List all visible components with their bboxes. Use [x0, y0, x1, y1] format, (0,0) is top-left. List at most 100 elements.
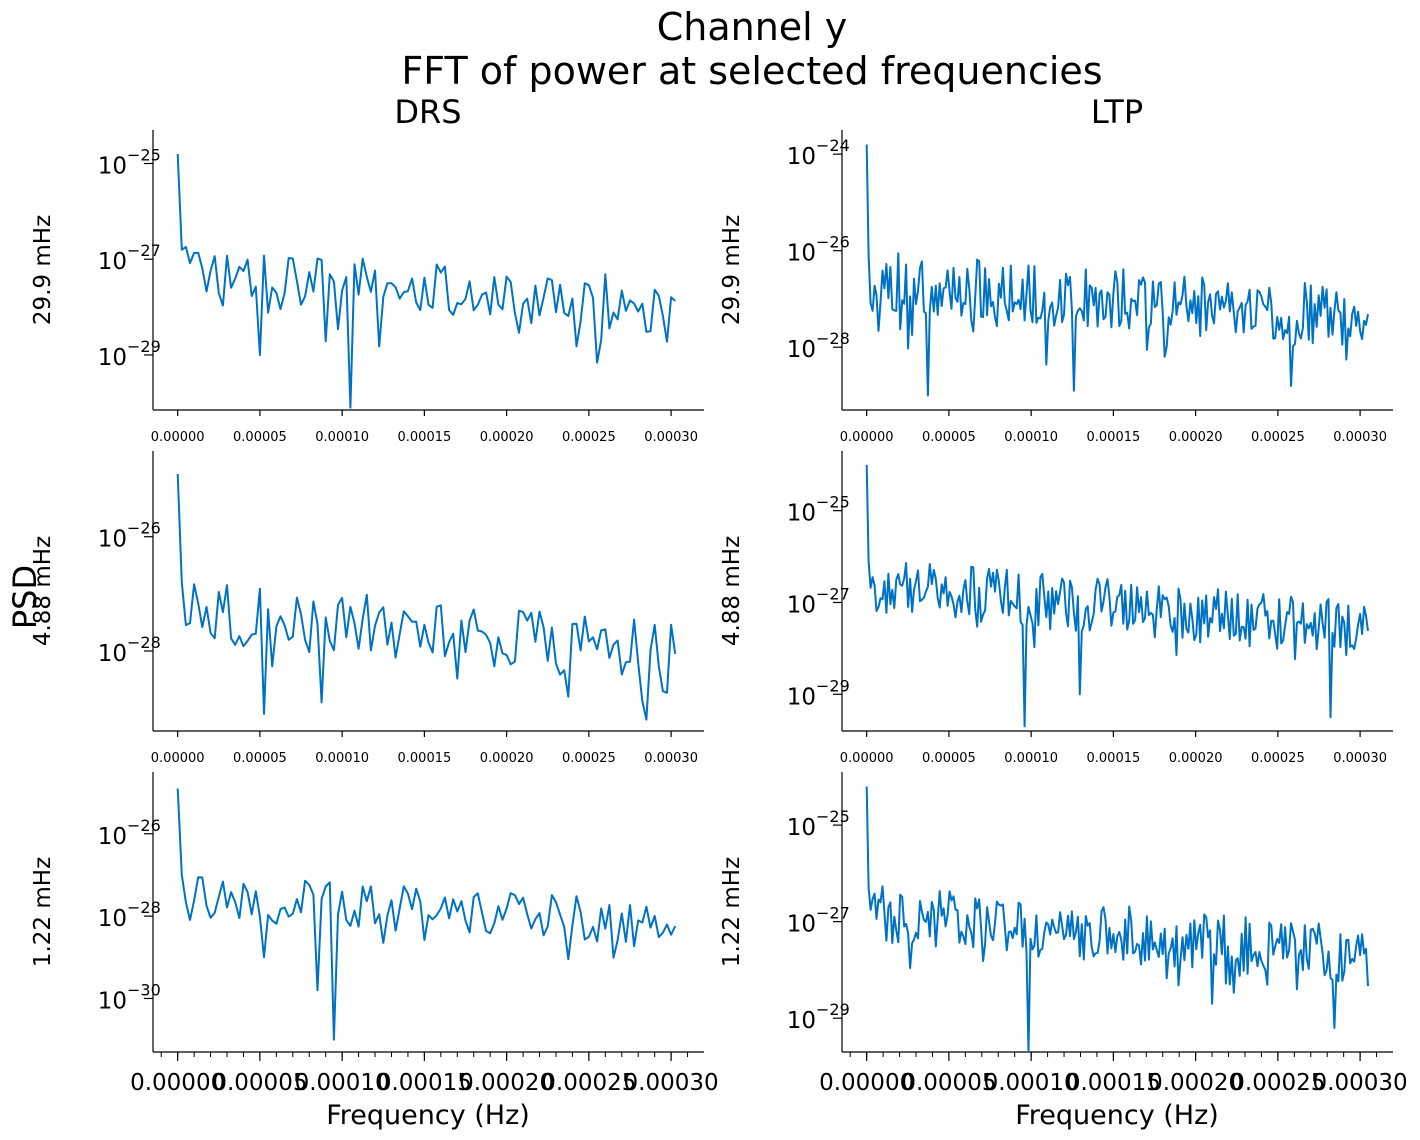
y-tick-label-exponent: −25	[816, 807, 850, 826]
y-tick-label: 10	[787, 1008, 816, 1034]
x-tick-label: 0.00005	[901, 1070, 996, 1096]
x-tick-label: 0.00020	[480, 751, 534, 766]
y-tick-label-exponent: −27	[816, 904, 850, 923]
x-tick-label: 0.00000	[840, 751, 894, 766]
y-tick-label-exponent: −26	[127, 519, 161, 538]
x-tick-label: 0.00025	[562, 751, 616, 766]
x-tick-label: 0.00010	[984, 1070, 1079, 1096]
y-tick-label-exponent: −27	[816, 584, 850, 603]
psd-series-line	[865, 464, 1369, 728]
y-tick-label-exponent: −28	[816, 329, 850, 348]
x-tick-label: 0.00000	[151, 430, 205, 445]
psd-series-line	[176, 473, 677, 721]
x-tick-label: 0.00020	[1169, 430, 1223, 445]
x-tick-label: 0.00000	[840, 430, 894, 445]
x-tick-label: 0.00025	[541, 1070, 636, 1096]
y-tick-label-exponent: −25	[816, 493, 850, 512]
x-tick-label: 0.00005	[922, 751, 976, 766]
x-tick-label: 0.00020	[459, 1070, 554, 1096]
x-tick-label: 0.00000	[151, 751, 205, 766]
row-label: 1.22 mHz	[719, 857, 745, 967]
row-label: 29.9 mHz	[719, 215, 745, 325]
y-tick-label: 10	[98, 154, 127, 180]
x-tick-label: 0.00015	[398, 430, 452, 445]
row-label: 29.9 mHz	[30, 215, 56, 325]
y-tick-label: 10	[787, 592, 816, 618]
x-tick-label: 0.00025	[1251, 430, 1305, 445]
x-tick-label: 0.00005	[233, 430, 287, 445]
y-tick-label: 10	[787, 501, 816, 527]
y-tick-label-exponent: −29	[127, 337, 161, 356]
y-tick-label: 10	[787, 684, 816, 710]
y-tick-label-exponent: −25	[127, 146, 161, 165]
x-tick-label: 0.00030	[1313, 1070, 1408, 1096]
row-label: 4.88 mHz	[30, 536, 56, 646]
x-tick-label: 0.00010	[295, 1070, 390, 1096]
y-axis-label-psd: PSD	[6, 565, 44, 629]
x-tick-label: 0.00015	[1087, 430, 1141, 445]
row-label: 1.22 mHz	[30, 857, 56, 967]
y-tick-label-exponent: −28	[127, 633, 161, 652]
y-tick-label-exponent: −27	[127, 241, 161, 260]
x-tick-label: 0.00015	[377, 1070, 472, 1096]
y-tick-label-exponent: −26	[816, 233, 850, 252]
column-title-drs: DRS	[394, 93, 461, 131]
x-tick-label: 0.00015	[1087, 751, 1141, 766]
y-tick-label-exponent: −29	[816, 676, 850, 695]
row-label: 4.88 mHz	[719, 536, 745, 646]
y-tick-label: 10	[98, 906, 127, 932]
x-tick-label: 0.00005	[233, 751, 287, 766]
y-tick-label: 10	[98, 345, 127, 371]
x-tick-label: 0.00010	[1004, 430, 1058, 445]
y-tick-label: 10	[98, 824, 127, 850]
x-tick-label: 0.00005	[212, 1070, 307, 1096]
x-tick-label: 0.00025	[1230, 1070, 1325, 1096]
y-tick-label: 10	[98, 249, 127, 275]
psd-series-line	[176, 788, 677, 1041]
psd-series-line	[865, 786, 1369, 1053]
column-title-ltp: LTP	[1091, 93, 1143, 131]
x-tick-label: 0.00010	[315, 751, 369, 766]
y-tick-label-exponent: −24	[816, 136, 850, 155]
x-tick-label: 0.00030	[644, 751, 698, 766]
y-tick-label: 10	[787, 241, 816, 267]
suptitle-description: FFT of power at selected frequencies	[401, 49, 1102, 93]
x-tick-label: 0.00020	[1169, 751, 1223, 766]
x-tick-label: 0.00000	[130, 1070, 225, 1096]
x-axis-label-drs: Frequency (Hz)	[326, 1100, 530, 1131]
y-tick-label-exponent: −26	[127, 816, 161, 835]
y-tick-label: 10	[787, 912, 816, 938]
x-tick-label: 0.00010	[315, 430, 369, 445]
psd-series-line	[865, 144, 1369, 397]
y-tick-label-exponent: −29	[816, 1000, 850, 1019]
x-tick-label: 0.00010	[1004, 751, 1058, 766]
suptitle-channel: Channel y	[657, 5, 848, 49]
y-tick-label: 10	[98, 527, 127, 553]
x-tick-label: 0.00015	[1066, 1070, 1161, 1096]
y-tick-label: 10	[787, 144, 816, 170]
y-tick-label: 10	[787, 337, 816, 363]
x-tick-label: 0.00025	[562, 430, 616, 445]
x-tick-label: 0.00030	[644, 430, 698, 445]
x-tick-label: 0.00020	[480, 430, 534, 445]
y-tick-label-exponent: −28	[127, 898, 161, 917]
x-axis-label-ltp: Frequency (Hz)	[1015, 1100, 1219, 1131]
y-tick-label-exponent: −30	[127, 980, 161, 999]
y-tick-label: 10	[98, 988, 127, 1014]
x-tick-label: 0.00020	[1148, 1070, 1243, 1096]
y-tick-label: 10	[787, 815, 816, 841]
y-tick-label: 10	[98, 641, 127, 667]
x-tick-label: 0.00015	[398, 751, 452, 766]
x-tick-label: 0.00030	[624, 1070, 719, 1096]
x-tick-label: 0.00030	[1333, 751, 1387, 766]
x-tick-label: 0.00005	[922, 430, 976, 445]
x-tick-label: 0.00000	[819, 1070, 914, 1096]
psd-series-line	[176, 153, 676, 409]
